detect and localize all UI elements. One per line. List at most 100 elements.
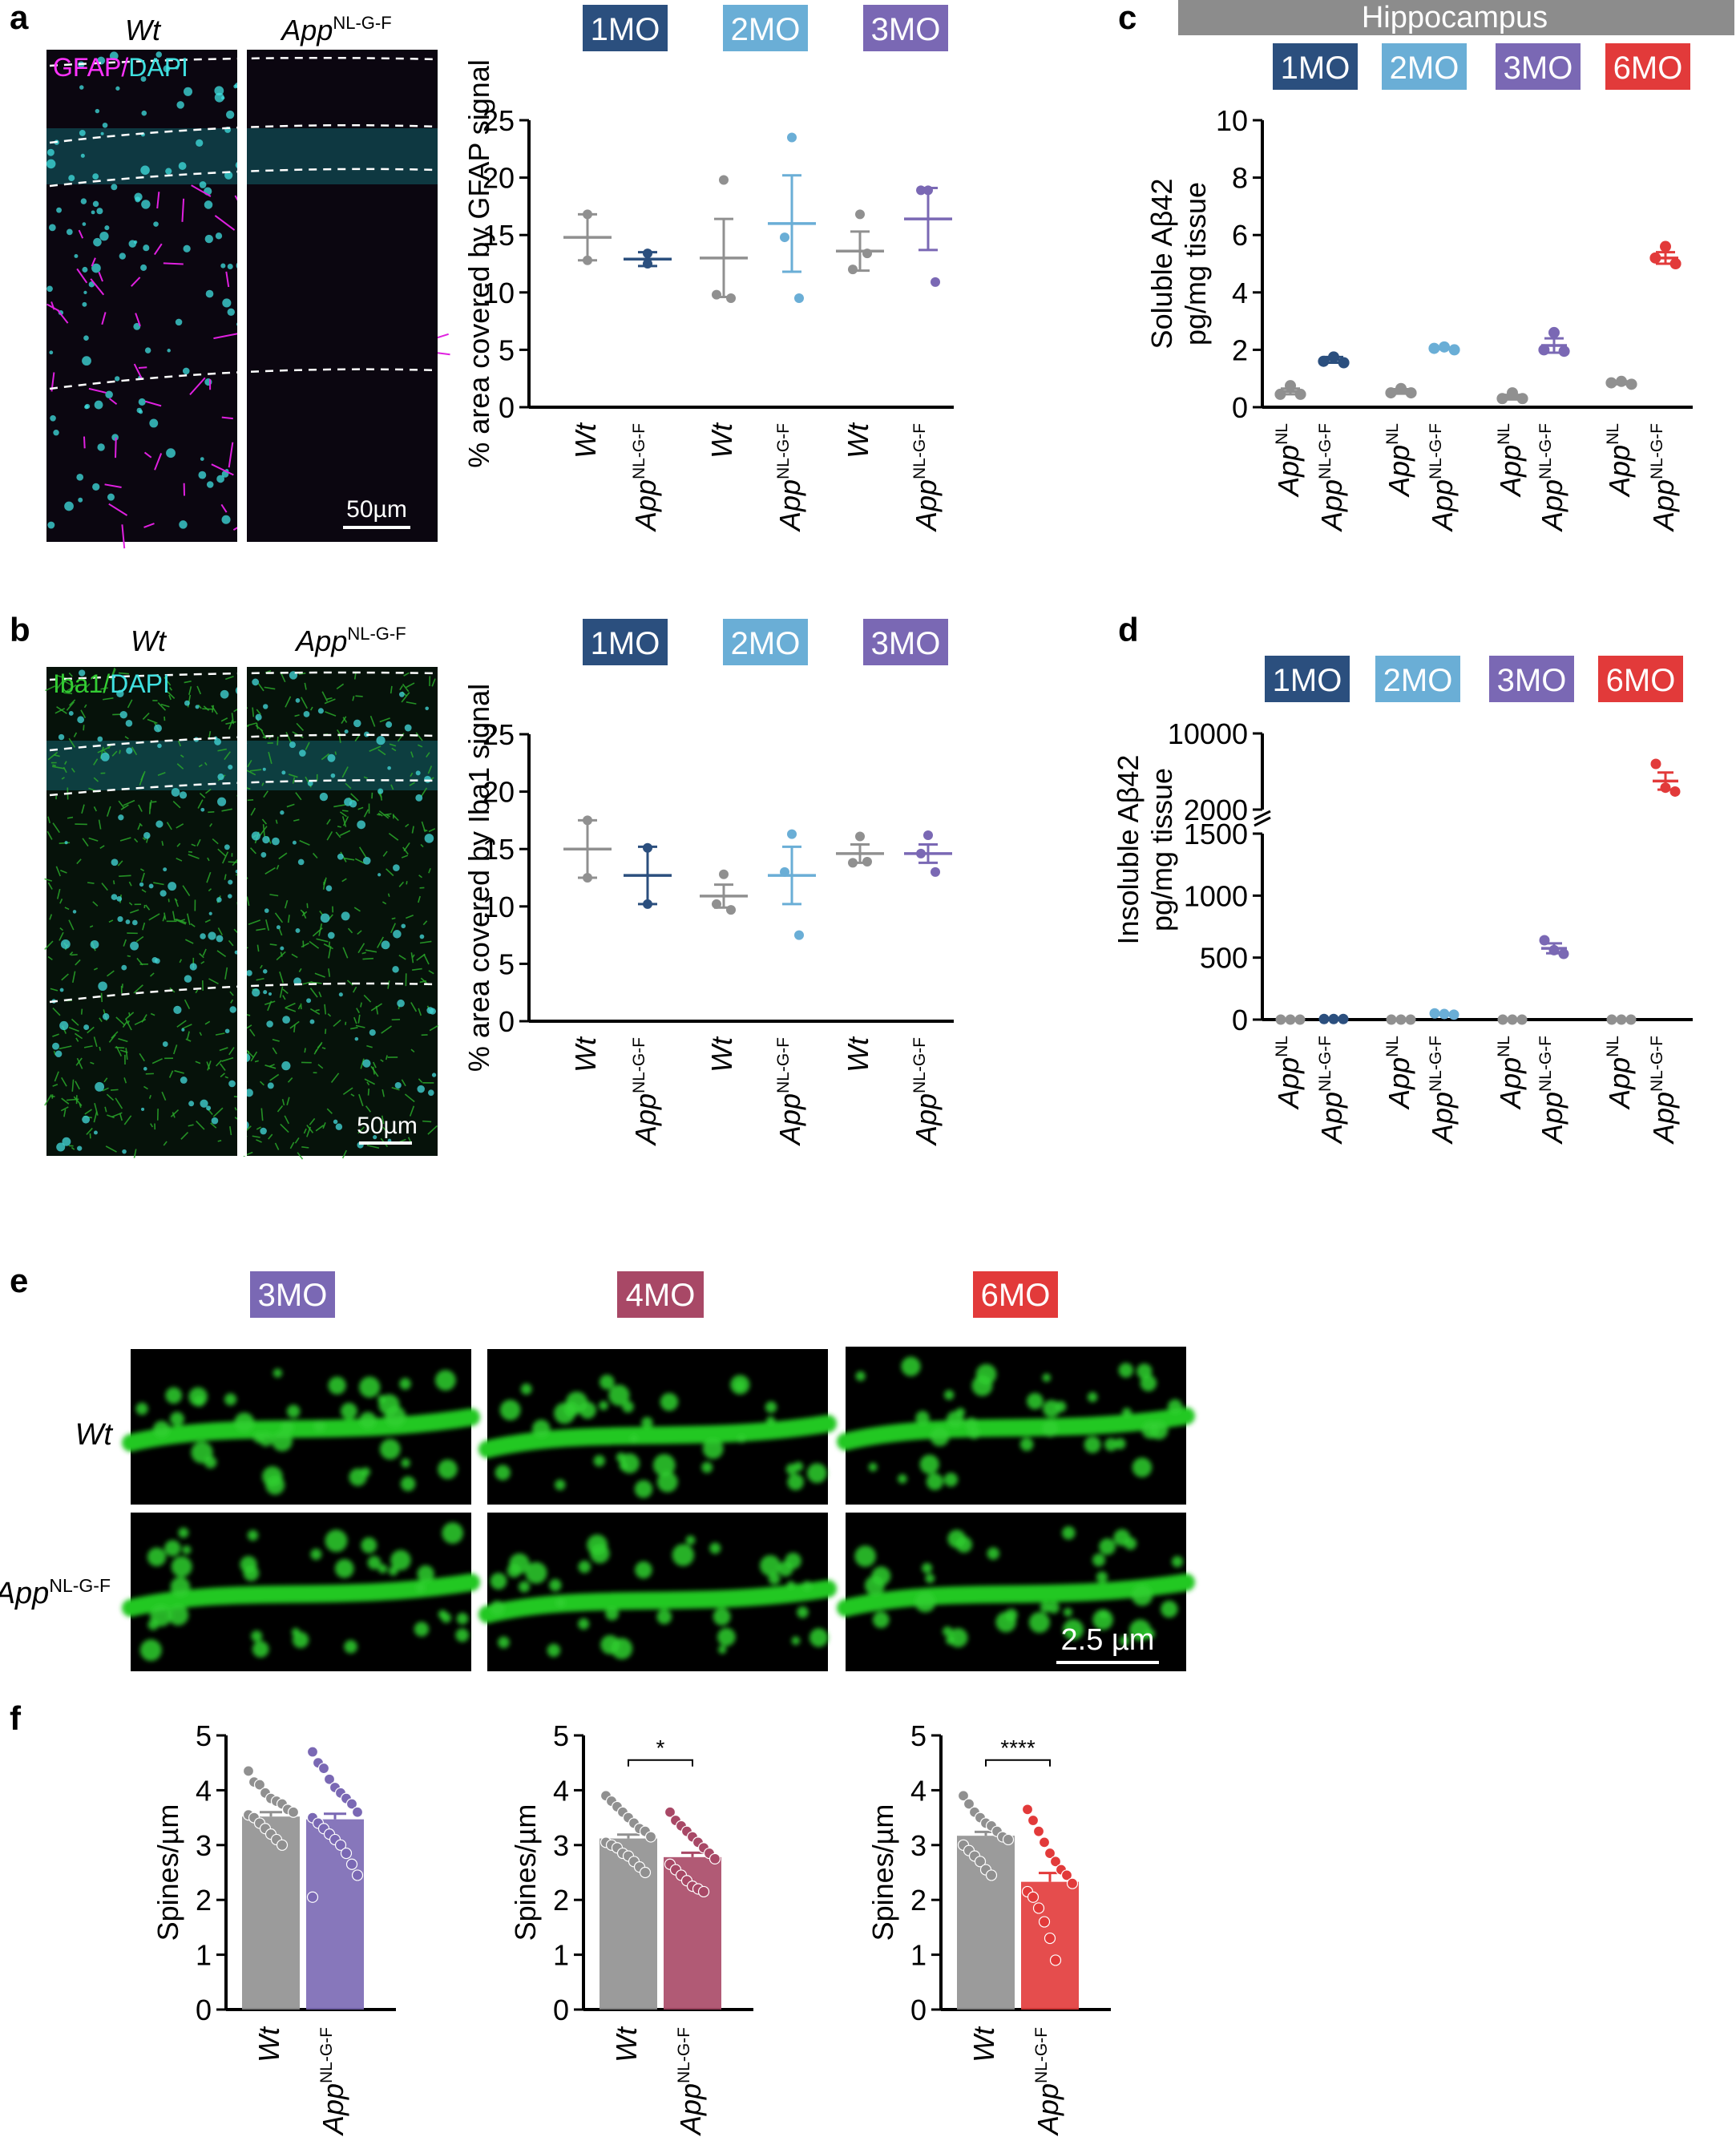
- microglia-process: [401, 1079, 406, 1087]
- dendritic-spine: [1140, 1375, 1157, 1392]
- microglia-process: [419, 980, 427, 984]
- y-tick-label: 4: [196, 1774, 212, 1807]
- microglia-process: [123, 1077, 127, 1084]
- nucleus-speck: [228, 1080, 236, 1088]
- dendritic-spine: [1149, 1420, 1169, 1440]
- microglia-process: [268, 1133, 273, 1140]
- nucleus-speck: [179, 791, 188, 799]
- dendritic-spine: [964, 1417, 979, 1432]
- astrocyte-process: [191, 184, 212, 197]
- microglia-process: [339, 830, 351, 837]
- dendrite-shaft: [478, 1415, 837, 1458]
- microglia-process: [252, 1135, 260, 1138]
- microglia-process: [142, 922, 146, 931]
- microglia-process: [51, 766, 65, 770]
- panel-e-tag-3mo: 3MO: [250, 1271, 335, 1318]
- nucleus-speck: [68, 710, 74, 716]
- microglia-process: [297, 1004, 301, 1010]
- data-point: [1606, 1014, 1617, 1025]
- microglia-process: [405, 823, 410, 828]
- nucleus-speck: [173, 1005, 182, 1014]
- data-point: [323, 1773, 336, 1785]
- astrocyte-process: [213, 333, 238, 340]
- x-category-label: AppNL: [1603, 423, 1636, 498]
- dendritic-spine: [415, 1582, 426, 1593]
- microglia-process: [323, 943, 333, 950]
- microglia-process: [276, 864, 280, 870]
- data-point: [253, 1779, 266, 1791]
- dendritic-spine: [349, 1468, 367, 1486]
- x-category-label-sup: NL: [1495, 1036, 1513, 1057]
- dendritic-spine: [608, 1384, 630, 1406]
- x-category-label: Wt: [967, 2026, 1000, 2062]
- microglia-process: [93, 1036, 98, 1048]
- microglia-process: [399, 1138, 406, 1143]
- microglia-process: [52, 1033, 59, 1037]
- microglia-process: [260, 1081, 264, 1086]
- x-category-label-sup: NL-G-F: [1536, 1036, 1555, 1092]
- microglia-process: [228, 1047, 235, 1056]
- microglia-process: [428, 970, 434, 975]
- microglia-process: [139, 1052, 145, 1062]
- x-category-label-main: App: [1426, 479, 1459, 532]
- data-point: [1558, 948, 1569, 959]
- dendritic-spine: [872, 1611, 890, 1629]
- microglia-process: [361, 951, 366, 955]
- x-category-label-sup: NL-G-F: [1427, 1036, 1445, 1092]
- nucleus-speck: [138, 398, 146, 406]
- microglia-process: [123, 1115, 132, 1125]
- nucleus-speck: [93, 1130, 98, 1135]
- nucleus-speck: [357, 820, 366, 830]
- nucleus-speck: [64, 841, 68, 845]
- nucleus-speck: [118, 814, 124, 821]
- astrocyte-process: [98, 272, 103, 282]
- dendritic-spine: [622, 1400, 634, 1413]
- microglia-process: [326, 1108, 333, 1114]
- microglia-process: [286, 803, 295, 808]
- nucleus-speck: [228, 879, 233, 885]
- microglia-process: [326, 818, 331, 825]
- nucleus-speck: [111, 894, 118, 900]
- dendritic-spine: [765, 1401, 777, 1413]
- microglia-process: [103, 697, 114, 701]
- data-point: [780, 232, 789, 243]
- microglia-process: [342, 816, 349, 826]
- microglia-process: [200, 960, 205, 964]
- data-point: [306, 1746, 319, 1758]
- dendritic-spine: [717, 1627, 736, 1646]
- dendritic-spine: [313, 1420, 326, 1432]
- microglia-process: [75, 1032, 83, 1040]
- microglia-process: [304, 682, 307, 690]
- microglia-process: [97, 746, 110, 753]
- x-category-label: Wt: [842, 1036, 874, 1073]
- nucleus-speck: [49, 350, 54, 355]
- nucleus-speck: [206, 1105, 212, 1111]
- x-category-label: Wt: [842, 422, 874, 459]
- microglia-process: [80, 709, 87, 719]
- nucleus-speck: [53, 429, 59, 436]
- nucleus-speck: [264, 908, 269, 913]
- y-axis-label: % area covered by Iba1 signal: [462, 684, 495, 1072]
- nucleus-speck: [292, 840, 297, 845]
- microglia-process: [157, 702, 167, 711]
- nucleus-speck: [386, 721, 393, 728]
- panel-e-row-app: AppNL-G-F: [0, 1575, 111, 1610]
- microglia-process: [296, 722, 305, 731]
- nucleus-speck: [148, 883, 154, 889]
- microglia-process: [151, 1058, 163, 1064]
- nucleus-speck: [341, 911, 350, 921]
- microglia-process: [412, 954, 415, 958]
- microglia-process: [209, 822, 213, 827]
- astrocyte-process: [88, 387, 107, 394]
- g_a-legend-label-1: 2MO: [731, 12, 801, 47]
- data-point: [855, 209, 865, 220]
- microglia-process: [59, 931, 64, 941]
- microglia-process: [355, 695, 363, 697]
- dendritic-spine: [401, 1458, 410, 1468]
- x-category-label-main: App: [1383, 445, 1415, 498]
- nucleus-speck: [74, 253, 79, 258]
- dendritic-spine: [456, 1613, 469, 1625]
- microglia-process: [163, 1141, 168, 1146]
- nucleus-speck: [200, 457, 204, 461]
- microglia-process: [228, 719, 233, 730]
